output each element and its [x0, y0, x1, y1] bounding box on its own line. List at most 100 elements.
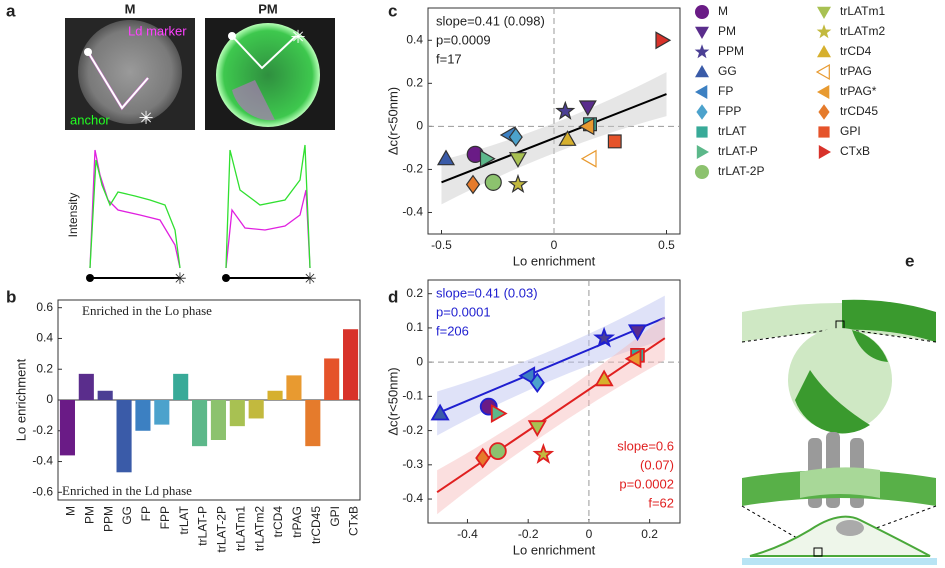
y-axis-label: Δc(r<50nm): [385, 367, 400, 435]
y-tick-label: 0: [416, 354, 423, 368]
legend-marker: [695, 26, 709, 39]
legend-marker: [818, 126, 830, 138]
x-tick-label: -0.5: [431, 238, 452, 252]
marker: [465, 174, 481, 195]
bar: [286, 375, 302, 400]
bar: [324, 358, 340, 400]
bar: [154, 400, 170, 425]
profile-start: [86, 274, 94, 282]
marker: [479, 149, 496, 168]
y-tick-label: 0.2: [406, 286, 423, 300]
y-tick-label: 0.4: [36, 331, 53, 345]
legend-marker: [695, 5, 709, 19]
profile-curve: [89, 159, 181, 269]
legend-marker: [696, 126, 708, 138]
bar: [135, 400, 151, 431]
panel-e: [741, 299, 937, 565]
zoom-box: [813, 547, 823, 557]
x-tick-label: trCD45: [309, 506, 323, 544]
legend-label: trLAT: [718, 124, 747, 138]
x-axis-label: Lo enrichment: [513, 542, 596, 557]
legend-label: trLAT-2P: [718, 164, 764, 178]
bar: [173, 373, 189, 400]
legend-label: FPP: [718, 104, 741, 118]
marker: [558, 130, 577, 146]
x-tick-label: trLATm2: [252, 506, 266, 551]
annotation: slope=0.41 (0.098): [436, 13, 545, 28]
profile-curve: [225, 189, 311, 269]
vesicle-domain: [795, 370, 870, 434]
y-tick-label: -0.3: [402, 457, 423, 471]
x-tick-label: GG: [120, 506, 134, 525]
image-label: Ld marker: [128, 23, 187, 38]
legend-marker: [817, 6, 831, 19]
profile-end: ✳: [173, 271, 186, 288]
image-title: M: [125, 1, 136, 16]
y-tick-label: 0.6: [36, 300, 53, 314]
image-label: anchor: [70, 112, 110, 127]
x-tick-label: PM: [82, 506, 96, 524]
legend-marker: [818, 145, 831, 159]
image-title: PM: [258, 1, 278, 16]
marker: [555, 100, 576, 120]
panel-label: b: [6, 287, 16, 306]
membrane-domain: [800, 467, 880, 498]
annotation: f=62: [648, 495, 674, 510]
bar: [267, 390, 283, 400]
marker: [436, 149, 456, 166]
annotation: slope=0.41 (0.03): [436, 285, 538, 300]
vesicle-domain: [852, 330, 888, 362]
zoom-line: [741, 328, 837, 343]
legend-label: GPI: [840, 124, 861, 138]
membrane-domain: [842, 299, 936, 342]
legend-label: trCD4: [840, 44, 872, 58]
panel-label: e: [905, 251, 914, 270]
y-tick-label: 0: [46, 392, 53, 406]
axes-frame: [427, 279, 681, 524]
legend-marker: [694, 44, 710, 59]
bar: [192, 400, 208, 447]
marker: [508, 152, 528, 168]
bar: [248, 400, 264, 419]
legend-label: trPAG: [840, 64, 872, 78]
bar: [116, 400, 132, 473]
annotation: p=0.0002: [619, 476, 674, 491]
x-tick-label: 0: [551, 238, 558, 252]
zoom-line: [821, 505, 937, 549]
annotation: (0.07): [640, 457, 674, 472]
x-tick-label: M: [64, 506, 78, 516]
annotation: slope=0.6: [617, 438, 674, 453]
x-tick-label: trLAT-2P: [215, 506, 229, 552]
bar: [305, 400, 321, 447]
x-tick-label: -0.4: [457, 527, 478, 541]
x-tick-label: trLAT: [177, 505, 191, 534]
legend-label: trLATm1: [840, 4, 885, 18]
marker: [518, 366, 536, 386]
annotation: Enriched in the Lo phase: [82, 303, 212, 318]
x-tick-label: 0: [586, 527, 593, 541]
marker: [529, 372, 545, 394]
y-tick-label: -0.6: [32, 484, 53, 498]
marker: [578, 117, 595, 136]
legend-label: trLAT-P: [718, 144, 758, 158]
x-tick-label: GPI: [328, 506, 342, 527]
profile-start: [84, 48, 92, 56]
profile-end: ✳: [138, 108, 153, 128]
x-tick-label: 0.2: [641, 527, 658, 541]
domain: [232, 80, 275, 121]
fit-line: [436, 316, 666, 415]
y-axis-label: Lo enrichment: [13, 358, 28, 441]
fit-line: [441, 93, 667, 184]
legend-marker: [817, 85, 830, 99]
y-tick-label: 0.2: [406, 76, 423, 90]
marker: [593, 326, 616, 348]
panel-a: M PM ✳ Ld marker anchor ✳ Intensity ✳ ✳: [65, 1, 335, 288]
profile-curve: [89, 149, 181, 269]
profile-path: [87, 51, 149, 110]
marker: [655, 31, 672, 50]
panel-label: a: [6, 1, 16, 20]
substrate: [742, 558, 937, 565]
legend-marker: [817, 45, 831, 58]
profile-curve: [225, 144, 311, 269]
